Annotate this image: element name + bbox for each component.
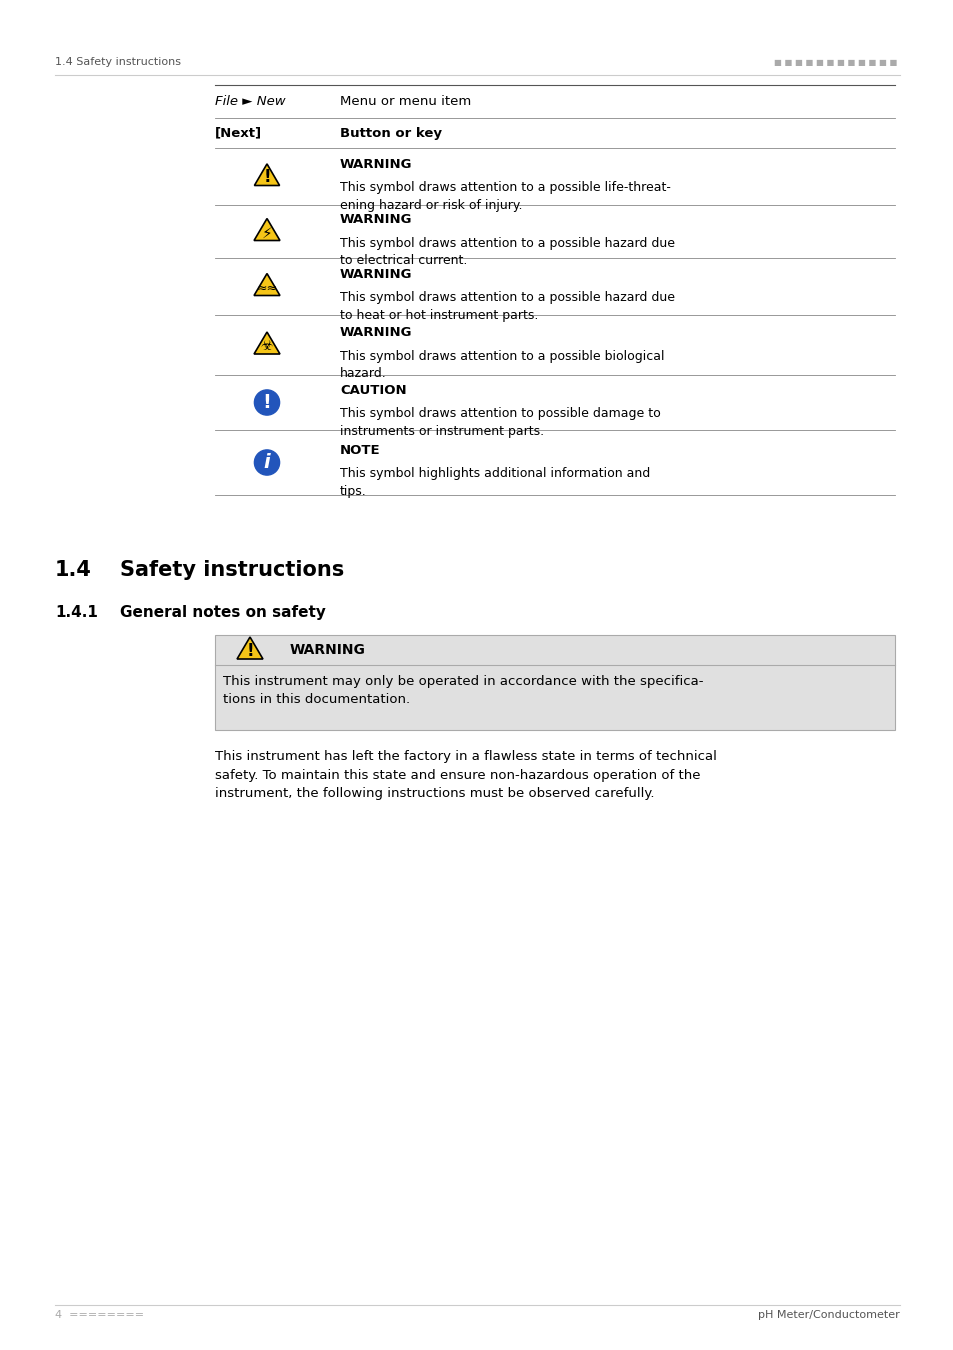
Text: 1.4: 1.4 xyxy=(55,560,91,580)
Text: ⚡: ⚡ xyxy=(261,225,273,240)
Text: [Next]: [Next] xyxy=(214,127,262,139)
Text: 4  ========: 4 ======== xyxy=(55,1310,144,1320)
Polygon shape xyxy=(253,274,279,296)
Text: ■ ■ ■ ■ ■ ■ ■ ■ ■ ■ ■ ■: ■ ■ ■ ■ ■ ■ ■ ■ ■ ■ ■ ■ xyxy=(773,58,899,66)
Text: pH Meter/Conductometer: pH Meter/Conductometer xyxy=(758,1310,899,1320)
Text: General notes on safety: General notes on safety xyxy=(120,605,326,620)
Text: Button or key: Button or key xyxy=(339,127,441,139)
Polygon shape xyxy=(236,637,263,659)
Polygon shape xyxy=(254,163,279,185)
Text: ☣: ☣ xyxy=(260,339,273,354)
Text: !: ! xyxy=(263,169,271,186)
Text: WARNING: WARNING xyxy=(339,327,412,339)
Text: This symbol highlights additional information and
tips.: This symbol highlights additional inform… xyxy=(339,467,650,498)
Text: i: i xyxy=(263,454,270,472)
FancyBboxPatch shape xyxy=(214,634,894,730)
Text: This symbol draws attention to a possible biological
hazard.: This symbol draws attention to a possibl… xyxy=(339,350,664,379)
Text: WARNING: WARNING xyxy=(339,213,412,225)
Text: WARNING: WARNING xyxy=(339,158,412,171)
Text: NOTE: NOTE xyxy=(339,444,380,458)
Text: WARNING: WARNING xyxy=(290,643,366,657)
Polygon shape xyxy=(253,219,279,240)
Text: This symbol draws attention to a possible life-threat-
ening hazard or risk of i: This symbol draws attention to a possibl… xyxy=(339,181,670,212)
Text: This symbol draws attention to a possible hazard due
to heat or hot instrument p: This symbol draws attention to a possibl… xyxy=(339,292,675,321)
Circle shape xyxy=(254,450,279,475)
Text: CAUTION: CAUTION xyxy=(339,383,406,397)
Text: Menu or menu item: Menu or menu item xyxy=(339,95,471,108)
Text: 1.4.1: 1.4.1 xyxy=(55,605,98,620)
Text: ≈≈: ≈≈ xyxy=(256,281,277,294)
Text: !: ! xyxy=(262,393,272,412)
Text: This symbol draws attention to a possible hazard due
to electrical current.: This symbol draws attention to a possibl… xyxy=(339,236,675,266)
Text: WARNING: WARNING xyxy=(339,269,412,281)
Text: 1.4 Safety instructions: 1.4 Safety instructions xyxy=(55,57,181,68)
Text: This symbol draws attention to possible damage to
instruments or instrument part: This symbol draws attention to possible … xyxy=(339,408,660,437)
Text: This instrument may only be operated in accordance with the specifica-
tions in : This instrument may only be operated in … xyxy=(223,675,702,706)
Text: Safety instructions: Safety instructions xyxy=(120,560,344,580)
Text: !: ! xyxy=(246,641,253,660)
Circle shape xyxy=(254,390,279,414)
Text: This instrument has left the factory in a flawless state in terms of technical
s: This instrument has left the factory in … xyxy=(214,751,716,801)
Text: File ► New: File ► New xyxy=(214,95,285,108)
Polygon shape xyxy=(253,332,279,354)
